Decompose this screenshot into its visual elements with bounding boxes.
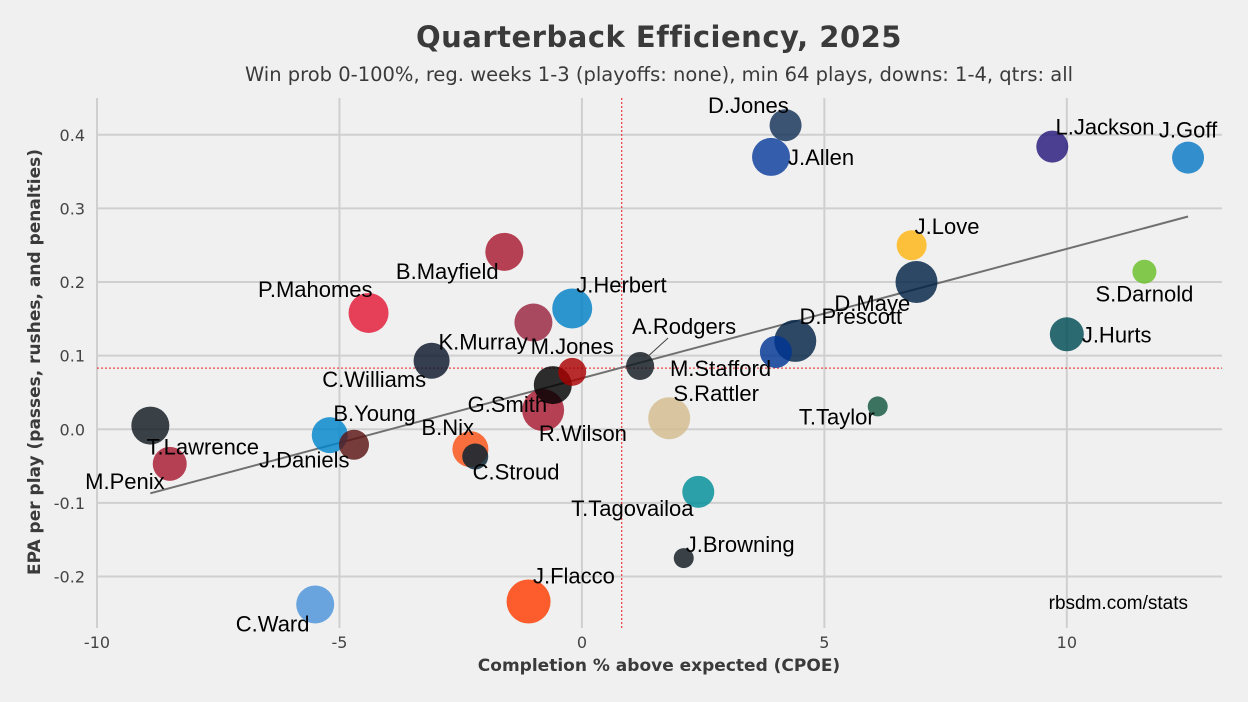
- chart-title: Quarterback Efficiency, 2025: [415, 20, 902, 54]
- y-tick-label: 0.2: [60, 273, 85, 292]
- point-label: J.Browning: [686, 532, 795, 557]
- point-label: B.Young: [333, 401, 415, 426]
- y-tick-label: 0.0: [60, 420, 85, 439]
- data-point: [896, 230, 927, 261]
- chart-subtitle: Win prob 0-100%, reg. weeks 1-3 (playoff…: [244, 63, 1074, 86]
- point-label: P.Mahomes: [258, 277, 373, 302]
- point-label: D.Maye: [834, 291, 910, 316]
- point-label: J.Flacco: [533, 564, 615, 589]
- y-tick-label: 0.4: [60, 126, 85, 145]
- point-labels: D.Jones J.Allen L.Jackson J.Goff J.Love D.May…: [85, 93, 1218, 636]
- point-label: B.Mayfield: [396, 259, 499, 284]
- data-point: [339, 429, 370, 460]
- y-axis-label: EPA per play (passes, rushes, and penalt…: [25, 149, 45, 575]
- data-point: [867, 396, 888, 417]
- data-point: [558, 357, 587, 386]
- point-label: B.Nix: [421, 415, 474, 440]
- data-point: [648, 397, 691, 440]
- y-tick-label: 0.1: [60, 347, 85, 366]
- data-point: [348, 292, 389, 333]
- data-point: [1036, 130, 1069, 163]
- mean-reference-lines: [97, 98, 1222, 628]
- x-tick-label: 0: [577, 633, 587, 652]
- data-point: [682, 475, 715, 508]
- data-point: [296, 585, 335, 624]
- grid: [96, 98, 1222, 628]
- data-point: [552, 288, 593, 329]
- x-tick-label: 5: [819, 633, 829, 652]
- data-point: [131, 406, 170, 445]
- y-tick-label: -0.2: [54, 567, 85, 586]
- point-label: C.Stroud: [473, 459, 560, 484]
- point-label: S.Rattler: [673, 381, 759, 406]
- data-point: [626, 351, 655, 380]
- data-point: [1049, 317, 1084, 352]
- data-point: [1132, 259, 1157, 284]
- data-point: [514, 303, 553, 342]
- x-axis-label: Completion % above expected (CPOE): [478, 656, 840, 676]
- y-tick-label: -0.1: [54, 494, 85, 513]
- data-point: [462, 443, 489, 470]
- data-point: [311, 417, 348, 454]
- point-label: C.Williams: [322, 367, 426, 392]
- point-label: G.Smith: [468, 392, 547, 417]
- point-label: A.Rodgers: [632, 314, 736, 339]
- data-point: [752, 137, 791, 176]
- data-point: [769, 109, 802, 142]
- data-point: [413, 342, 450, 379]
- data-point: [152, 446, 187, 481]
- point-label: D.Jones: [708, 93, 789, 118]
- data-point: [506, 579, 551, 624]
- point-label: J.Allen: [788, 145, 854, 170]
- point-label: J.Hurts: [1082, 322, 1152, 347]
- point-label: J.Goff: [1159, 118, 1218, 143]
- x-tick-label: -10: [84, 633, 110, 652]
- data-point: [1172, 141, 1205, 174]
- point-label: T.Tagovailoa: [571, 496, 694, 521]
- point-label: M.Jones: [531, 334, 614, 359]
- data-point: [485, 232, 524, 271]
- point-label: S.Darnold: [1095, 282, 1193, 307]
- data-point: [673, 548, 694, 569]
- point-label: M.Penix: [85, 469, 164, 494]
- point-label: T.Lawrence: [147, 435, 260, 460]
- point-label: J.Daniels: [259, 448, 349, 473]
- axis-ticks: -10 -5 0 5 10 -0.2 -0.1 0.0 0.1 0.2 0.3 0.4: [54, 126, 1077, 652]
- data-point: [895, 261, 938, 304]
- x-tick-label: -5: [331, 633, 347, 652]
- point-label: M.Stafford: [670, 356, 771, 381]
- point-label: K.Murray: [438, 330, 527, 355]
- data-points: [131, 109, 1205, 624]
- point-label: L.Jackson: [1055, 115, 1154, 140]
- data-point: [759, 335, 792, 368]
- point-label: C.Ward: [236, 611, 310, 636]
- source-credit: rbsdm.com/stats: [1049, 593, 1188, 614]
- point-label: J.Love: [915, 214, 980, 239]
- point-label: T.Taylor: [799, 404, 875, 429]
- point-label: D.Prescott: [799, 304, 902, 329]
- label-callout-line: [645, 337, 669, 359]
- x-tick-label: 10: [1057, 633, 1077, 652]
- y-tick-label: 0.3: [60, 199, 85, 218]
- point-label: J.Herbert: [576, 273, 666, 298]
- point-label: R.Wilson: [539, 421, 627, 446]
